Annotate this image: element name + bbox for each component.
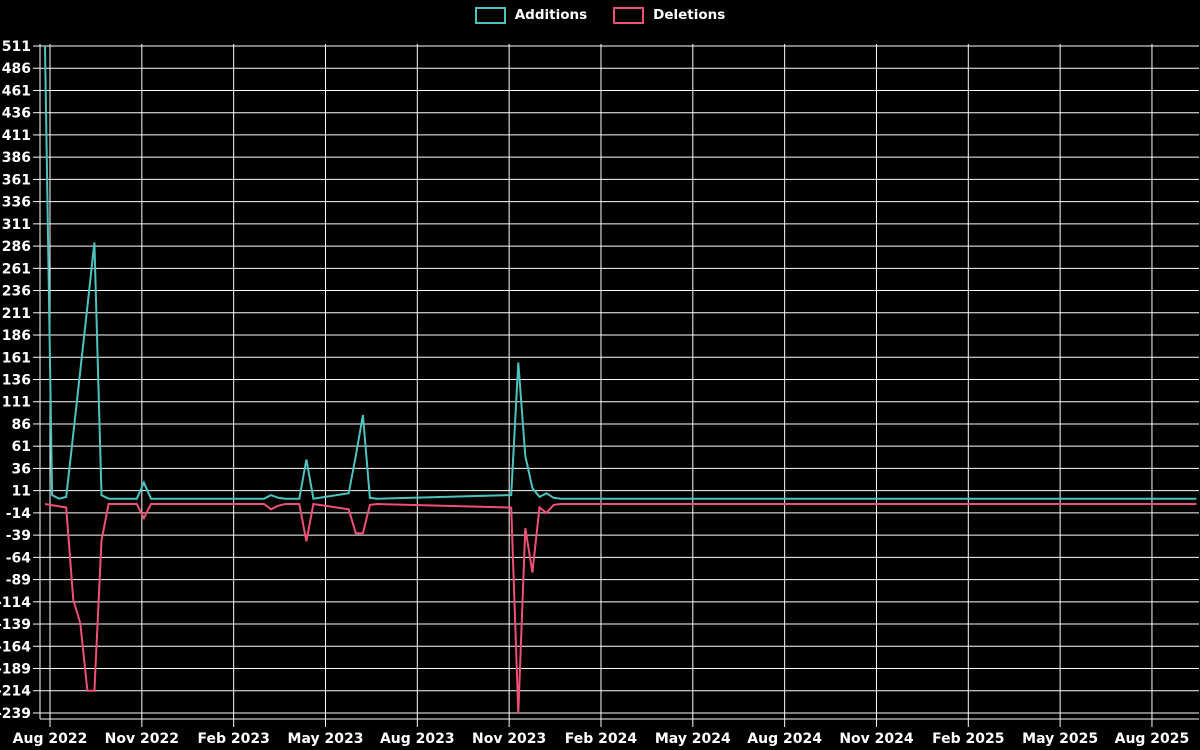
deletions-legend-label: Deletions <box>653 6 726 23</box>
x-tick-label: May 2023 <box>288 731 364 747</box>
x-tick-label: Aug 2023 <box>380 731 455 747</box>
additions-line <box>44 45 1197 500</box>
y-tick-label: 386 <box>2 150 31 166</box>
y-tick-label: 411 <box>2 128 31 144</box>
y-tick-label: -14 <box>6 506 32 522</box>
additions-swatch <box>474 7 506 24</box>
deletions-swatch <box>613 7 645 24</box>
y-tick-label: -239 <box>0 706 31 722</box>
y-tick-label: 336 <box>2 195 31 211</box>
legend-item-additions: Additions <box>474 6 588 24</box>
x-tick-label: May 2025 <box>1022 731 1098 747</box>
x-tick-label: Aug 2022 <box>13 731 88 747</box>
y-tick-label: 461 <box>2 83 31 99</box>
y-tick-label: 11 <box>12 484 31 500</box>
x-tick-label: Aug 2025 <box>1115 731 1190 747</box>
x-tick-label: Nov 2022 <box>105 731 179 747</box>
y-tick-label: 36 <box>12 461 31 477</box>
y-tick-label: -39 <box>6 528 31 544</box>
y-tick-label: 436 <box>2 106 31 122</box>
y-tick-label: -214 <box>0 684 31 700</box>
y-tick-label: -189 <box>0 662 31 678</box>
x-tick-label: May 2024 <box>655 731 731 747</box>
x-tick-label: Nov 2023 <box>472 731 546 747</box>
y-tick-label: -139 <box>0 617 31 633</box>
y-tick-label: -114 <box>0 595 31 611</box>
y-tick-label: 86 <box>12 417 31 433</box>
x-tick-label: Feb 2024 <box>565 731 638 747</box>
y-tick-label: 161 <box>2 350 31 366</box>
y-tick-label: 61 <box>12 439 31 455</box>
y-tick-label: -64 <box>6 550 32 566</box>
y-tick-label: 136 <box>2 372 31 388</box>
legend-item-deletions: Deletions <box>613 7 725 24</box>
chart-legend: Additions Deletions <box>0 7 1200 24</box>
y-tick-label: 486 <box>2 61 31 77</box>
x-tick-label: Feb 2023 <box>197 731 269 747</box>
y-tick-label: 261 <box>2 261 31 277</box>
y-tick-label: -89 <box>6 573 31 589</box>
y-tick-label: 311 <box>2 217 31 233</box>
additions-legend-label: Additions <box>514 6 588 23</box>
y-tick-label: -164 <box>0 639 31 655</box>
x-tick-label: Nov 2024 <box>839 731 914 747</box>
y-tick-label: 361 <box>2 172 31 188</box>
y-tick-label: 211 <box>2 306 31 322</box>
y-tick-label: 111 <box>2 395 31 411</box>
y-tick-label: 236 <box>2 284 31 300</box>
y-tick-label: 511 <box>2 39 31 55</box>
x-tick-label: Feb 2025 <box>932 731 1004 747</box>
deletions-line <box>44 502 1197 714</box>
y-tick-label: 286 <box>2 239 31 255</box>
y-tick-label: 186 <box>2 328 31 344</box>
x-tick-label: Aug 2024 <box>747 731 822 747</box>
